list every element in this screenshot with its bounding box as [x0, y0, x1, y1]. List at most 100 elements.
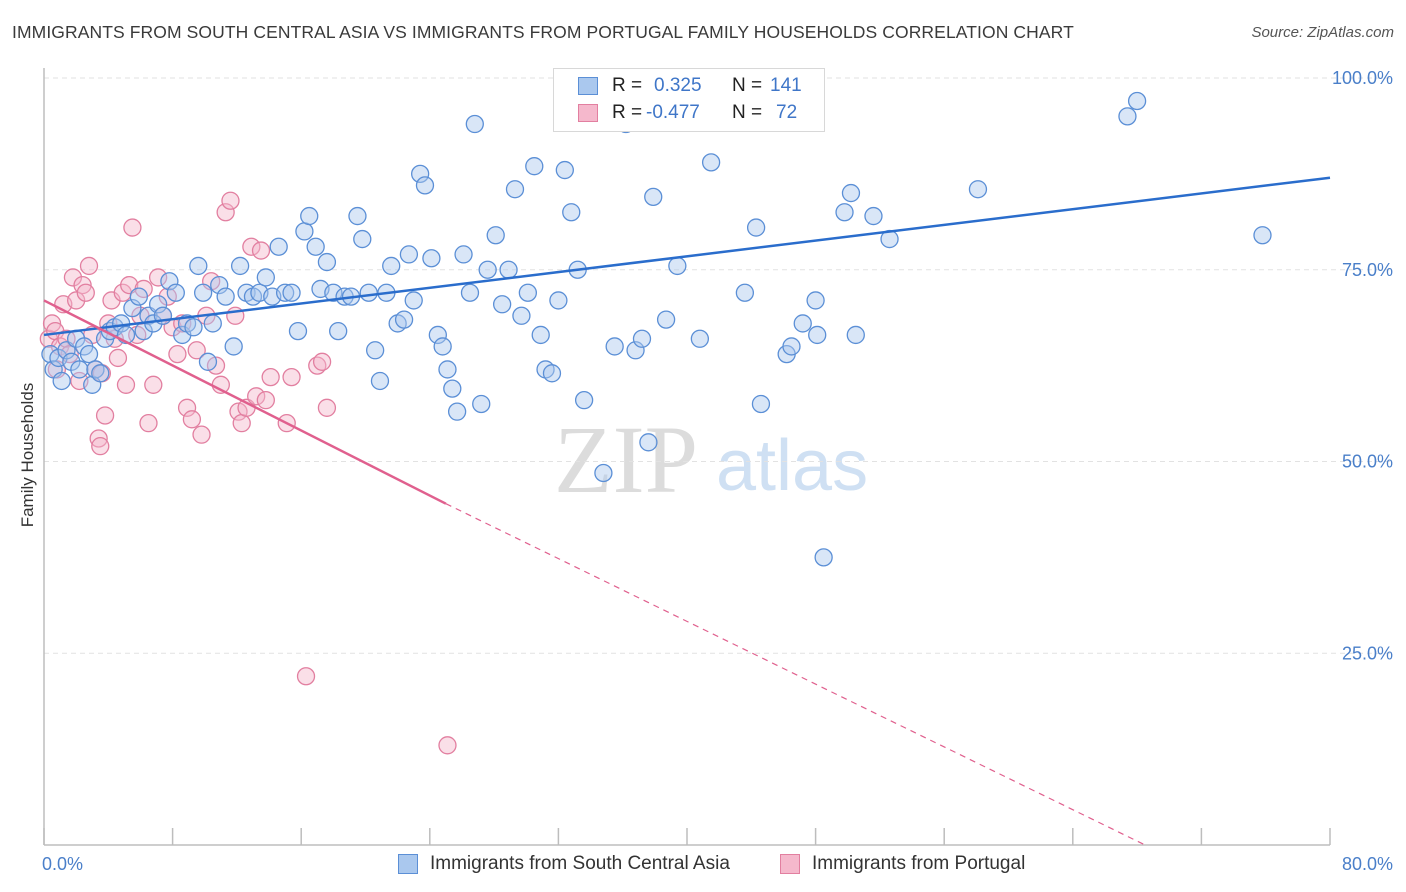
south-central-asia-point — [864, 206, 883, 226]
portugal-point — [79, 256, 99, 276]
portugal-point — [67, 291, 86, 310]
portugal-point — [242, 237, 261, 256]
south-central-asia-point — [428, 325, 447, 345]
south-central-asia-point — [275, 283, 295, 302]
trend-line-portugal — [43, 299, 447, 505]
south-central-asia-point — [353, 229, 372, 249]
south-central-asia-point — [160, 272, 179, 291]
south-central-asia-point — [746, 218, 766, 237]
south-central-asia-point — [531, 325, 550, 345]
south-central-asia-point — [806, 291, 825, 310]
south-central-asia-point — [835, 203, 854, 222]
trend-lines — [43, 176, 1331, 846]
south-central-asia-point — [224, 337, 243, 356]
south-central-asia-point — [295, 222, 314, 241]
axes — [43, 68, 1331, 846]
legend-label-pink: Immigrants from Portugal — [812, 853, 1026, 874]
south-central-asia-point — [203, 314, 222, 333]
south-central-asia-point — [518, 283, 538, 302]
portugal-point — [63, 268, 83, 287]
trend-line-south-central-asia — [43, 176, 1331, 337]
portugal-point — [116, 375, 136, 394]
legend-swatch-blue — [398, 854, 418, 874]
south-central-asia-point — [1253, 226, 1272, 245]
south-central-asia-point — [499, 260, 518, 279]
south-central-asia-point — [288, 321, 308, 341]
south-central-asia-point — [656, 310, 676, 329]
south-central-asia-point — [525, 157, 544, 176]
portugal-point — [89, 429, 108, 448]
chart-title: IMMIGRANTS FROM SOUTH CENTRAL ASIA VS IM… — [12, 22, 1074, 42]
south-central-asia-point — [735, 283, 755, 302]
legend-r-value: -0.477 — [646, 102, 700, 123]
portugal-point — [168, 344, 187, 364]
series-south-central-asia-points — [41, 91, 1272, 567]
legend-r-label: R = — [612, 102, 643, 123]
south-central-asia-point — [574, 390, 594, 410]
source-label: Source: ZipAtlas.com — [1251, 24, 1394, 41]
south-central-asia-point — [129, 287, 148, 306]
x-tick-label: 0.0% — [42, 854, 83, 874]
south-central-asia-point — [282, 283, 301, 302]
south-central-asia-point — [300, 206, 319, 226]
portugal-point — [139, 413, 158, 433]
south-central-asia-point — [166, 283, 185, 302]
y-tick-label: 25.0% — [1342, 643, 1393, 663]
legend-label-blue: Immigrants from South Central Asia — [430, 853, 730, 874]
south-central-asia-point — [668, 256, 687, 276]
south-central-asia-point — [329, 321, 348, 341]
south-central-asia-point — [562, 203, 581, 222]
south-central-asia-point — [808, 325, 827, 345]
stats-legend: R = 0.325 N = 141 R = -0.477 N = 72 — [553, 68, 825, 132]
south-central-asia-point — [478, 260, 497, 279]
south-central-asia-point — [411, 164, 430, 184]
south-central-asia-point — [198, 352, 218, 371]
south-central-asia-point — [549, 291, 568, 310]
legend-r-value: 0.325 — [654, 75, 702, 96]
south-central-asia-point — [555, 160, 574, 180]
south-central-asia-point — [793, 314, 812, 333]
south-central-asia-point — [605, 337, 624, 356]
south-central-asia-point — [814, 548, 833, 567]
south-central-asia-point — [447, 402, 467, 421]
watermark-zip: ZIP — [554, 406, 698, 513]
south-central-asia-point — [782, 337, 801, 356]
south-central-asia-point — [404, 291, 423, 310]
y-tick-label: 75.0% — [1342, 260, 1393, 280]
south-central-asia-point — [486, 226, 505, 245]
south-central-asia-point — [492, 295, 512, 314]
south-central-asia-point — [306, 237, 325, 256]
legend-swatch-pink — [578, 104, 598, 122]
south-central-asia-point — [70, 360, 89, 379]
watermark: ZIP atlas — [554, 406, 868, 513]
portugal-point — [148, 268, 168, 287]
south-central-asia-point — [52, 371, 71, 391]
south-central-asia-point — [399, 245, 419, 264]
x-tick-label: 80.0% — [1342, 854, 1393, 874]
trend-line-portugal-extension — [445, 503, 1146, 846]
y-tick-label: 50.0% — [1342, 452, 1393, 472]
portugal-point — [187, 341, 206, 360]
portugal-point — [312, 352, 332, 371]
south-central-asia-point — [465, 114, 484, 134]
portugal-point — [296, 667, 316, 686]
south-central-asia-point — [269, 237, 288, 256]
portugal-point — [232, 413, 251, 433]
south-central-asia-point — [594, 463, 613, 483]
south-central-asia-point — [644, 187, 663, 207]
south-central-asia-point — [79, 344, 99, 364]
y-tick-label: 100.0% — [1332, 68, 1393, 88]
south-central-asia-point — [348, 206, 367, 226]
south-central-asia-point — [841, 183, 861, 203]
south-central-asia-point — [443, 379, 462, 398]
portugal-point — [261, 367, 280, 387]
portugal-point — [216, 203, 235, 222]
series-portugal-points — [39, 191, 457, 755]
south-central-asia-point — [230, 256, 250, 276]
south-central-asia-point — [433, 337, 452, 356]
south-central-asia-point — [751, 394, 771, 414]
south-central-asia-point — [382, 256, 401, 276]
south-central-asia-point — [472, 394, 491, 414]
watermark-atlas: atlas — [716, 426, 868, 506]
south-central-asia-point — [542, 364, 562, 383]
